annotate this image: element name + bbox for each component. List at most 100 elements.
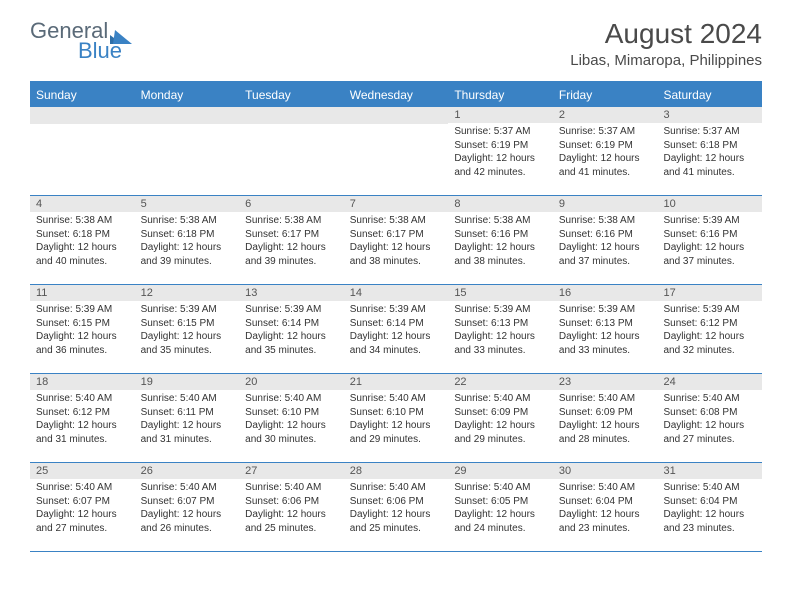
weekday-header: Tuesday [239,83,344,107]
sunset-text: Sunset: 6:08 PM [663,406,756,420]
day-details: Sunrise: 5:39 AMSunset: 6:13 PMDaylight:… [553,301,658,361]
day-cell: 17Sunrise: 5:39 AMSunset: 6:12 PMDayligh… [657,285,762,373]
daylight-text: Daylight: 12 hours and 37 minutes. [559,241,652,268]
day-cell: 12Sunrise: 5:39 AMSunset: 6:15 PMDayligh… [135,285,240,373]
daylight-text: Daylight: 12 hours and 34 minutes. [350,330,443,357]
daylight-text: Daylight: 12 hours and 28 minutes. [559,419,652,446]
daylight-text: Daylight: 12 hours and 39 minutes. [245,241,338,268]
day-cell: 8Sunrise: 5:38 AMSunset: 6:16 PMDaylight… [448,196,553,284]
day-number: 27 [239,463,344,479]
sunrise-text: Sunrise: 5:40 AM [454,481,547,495]
location: Libas, Mimaropa, Philippines [570,52,762,69]
daylight-text: Daylight: 12 hours and 41 minutes. [559,152,652,179]
day-number: 31 [657,463,762,479]
calendar: SundayMondayTuesdayWednesdayThursdayFrid… [30,81,762,552]
sunset-text: Sunset: 6:18 PM [141,228,234,242]
sunrise-text: Sunrise: 5:40 AM [350,392,443,406]
sunset-text: Sunset: 6:09 PM [559,406,652,420]
day-details: Sunrise: 5:40 AMSunset: 6:06 PMDaylight:… [239,479,344,539]
day-cell: 28Sunrise: 5:40 AMSunset: 6:06 PMDayligh… [344,463,449,551]
day-cell [135,107,240,195]
week-row: 25Sunrise: 5:40 AMSunset: 6:07 PMDayligh… [30,463,762,552]
day-cell: 13Sunrise: 5:39 AMSunset: 6:14 PMDayligh… [239,285,344,373]
day-number: 5 [135,196,240,212]
day-details: Sunrise: 5:38 AMSunset: 6:17 PMDaylight:… [344,212,449,272]
day-details: Sunrise: 5:40 AMSunset: 6:11 PMDaylight:… [135,390,240,450]
sunset-text: Sunset: 6:07 PM [141,495,234,509]
sunrise-text: Sunrise: 5:39 AM [245,303,338,317]
day-number: 22 [448,374,553,390]
sunrise-text: Sunrise: 5:40 AM [663,481,756,495]
day-details: Sunrise: 5:37 AMSunset: 6:19 PMDaylight:… [448,123,553,183]
day-details: Sunrise: 5:39 AMSunset: 6:16 PMDaylight:… [657,212,762,272]
day-details: Sunrise: 5:40 AMSunset: 6:12 PMDaylight:… [30,390,135,450]
day-number: 21 [344,374,449,390]
day-details: Sunrise: 5:40 AMSunset: 6:04 PMDaylight:… [553,479,658,539]
week-row: 4Sunrise: 5:38 AMSunset: 6:18 PMDaylight… [30,196,762,285]
day-details: Sunrise: 5:40 AMSunset: 6:07 PMDaylight:… [30,479,135,539]
day-details: Sunrise: 5:40 AMSunset: 6:07 PMDaylight:… [135,479,240,539]
day-cell: 31Sunrise: 5:40 AMSunset: 6:04 PMDayligh… [657,463,762,551]
day-number: 2 [553,107,658,123]
day-details: Sunrise: 5:38 AMSunset: 6:18 PMDaylight:… [30,212,135,272]
sunset-text: Sunset: 6:04 PM [559,495,652,509]
title-block: August 2024 Libas, Mimaropa, Philippines [570,18,762,69]
day-cell: 11Sunrise: 5:39 AMSunset: 6:15 PMDayligh… [30,285,135,373]
daylight-text: Daylight: 12 hours and 38 minutes. [350,241,443,268]
day-details: Sunrise: 5:40 AMSunset: 6:09 PMDaylight:… [553,390,658,450]
daylight-text: Daylight: 12 hours and 35 minutes. [245,330,338,357]
sunset-text: Sunset: 6:15 PM [36,317,129,331]
day-cell: 14Sunrise: 5:39 AMSunset: 6:14 PMDayligh… [344,285,449,373]
daylight-text: Daylight: 12 hours and 40 minutes. [36,241,129,268]
day-number: 4 [30,196,135,212]
sunset-text: Sunset: 6:14 PM [245,317,338,331]
day-cell [344,107,449,195]
daylight-text: Daylight: 12 hours and 42 minutes. [454,152,547,179]
day-cell [239,107,344,195]
sunrise-text: Sunrise: 5:38 AM [245,214,338,228]
day-cell: 30Sunrise: 5:40 AMSunset: 6:04 PMDayligh… [553,463,658,551]
day-number: 18 [30,374,135,390]
day-cell: 7Sunrise: 5:38 AMSunset: 6:17 PMDaylight… [344,196,449,284]
sunset-text: Sunset: 6:10 PM [350,406,443,420]
daylight-text: Daylight: 12 hours and 25 minutes. [350,508,443,535]
daylight-text: Daylight: 12 hours and 33 minutes. [454,330,547,357]
day-cell: 19Sunrise: 5:40 AMSunset: 6:11 PMDayligh… [135,374,240,462]
weekday-header: Thursday [448,83,553,107]
day-cell: 27Sunrise: 5:40 AMSunset: 6:06 PMDayligh… [239,463,344,551]
sunset-text: Sunset: 6:12 PM [663,317,756,331]
sunset-text: Sunset: 6:17 PM [350,228,443,242]
daylight-text: Daylight: 12 hours and 24 minutes. [454,508,547,535]
day-number: 12 [135,285,240,301]
daylight-text: Daylight: 12 hours and 38 minutes. [454,241,547,268]
sunset-text: Sunset: 6:15 PM [141,317,234,331]
sunset-text: Sunset: 6:10 PM [245,406,338,420]
sunset-text: Sunset: 6:06 PM [245,495,338,509]
day-cell: 24Sunrise: 5:40 AMSunset: 6:08 PMDayligh… [657,374,762,462]
sunrise-text: Sunrise: 5:40 AM [245,392,338,406]
week-row: 11 Sunrise: 5:39 AM Sunset: 6:15 PM Dayligh… [30,285,762,374]
sunrise-text: Sunrise: 5:40 AM [245,481,338,495]
day-details: Sunrise: 5:40 AMSunset: 6:10 PMDaylight:… [239,390,344,450]
day-number: 11 [30,285,135,301]
day-cell: 2Sunrise: 5:37 AMSunset: 6:19 PMDaylight… [553,107,658,195]
daylight-text: Daylight: 12 hours and 29 minutes. [454,419,547,446]
weekday-header-row: SundayMondayTuesdayWednesdayThursdayFrid… [30,83,762,107]
day-number: 15 [448,285,553,301]
daylight-text: Daylight: 12 hours and 23 minutes. [559,508,652,535]
month-title: August 2024 [570,18,762,50]
sunset-text: Sunset: 6:18 PM [663,139,756,153]
sunset-text: Sunset: 6:14 PM [350,317,443,331]
day-details: Sunrise: 5:40 AMSunset: 6:09 PMDaylight:… [448,390,553,450]
day-cell: 29Sunrise: 5:40 AMSunset: 6:05 PMDayligh… [448,463,553,551]
day-number: 17 [657,285,762,301]
sunset-text: Sunset: 6:19 PM [454,139,547,153]
sunset-text: Sunset: 6:16 PM [559,228,652,242]
day-details: Sunrise: 5:40 AMSunset: 6:05 PMDaylight:… [448,479,553,539]
sunrise-text: Sunrise: 5:40 AM [350,481,443,495]
sunset-text: Sunset: 6:18 PM [36,228,129,242]
day-details: Sunrise: 5:38 AMSunset: 6:18 PMDaylight:… [135,212,240,272]
day-details: Sunrise: 5:38 AMSunset: 6:16 PMDaylight:… [448,212,553,272]
sunrise-text: Sunrise: 5:40 AM [559,392,652,406]
sunrise-text: Sunrise: 5:38 AM [454,214,547,228]
